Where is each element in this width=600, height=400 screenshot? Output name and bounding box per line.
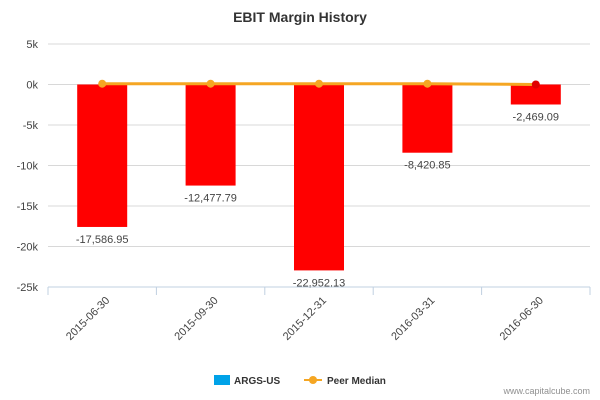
data-labels: -17,586.95 -12,477.79 -22,952.13 -8,420.85 -… [76, 111, 559, 289]
x-axis: 2015-06-30 2015-09-30 2015-12-31 2016-03-31… [47, 286, 591, 343]
y-tick-label: 0k [26, 80, 38, 92]
x-tick-label: 2015-09-30 [172, 295, 220, 343]
y-tick-label: -20k [17, 242, 39, 254]
data-label: -2,469.09 [513, 111, 559, 123]
data-label: -8,420.85 [404, 160, 450, 172]
line-series [98, 79, 540, 89]
legend-label-args-us: ARGS-US [234, 376, 280, 387]
peer-median-point [423, 79, 432, 88]
bar [77, 84, 128, 227]
x-tick-label: 2016-03-31 [389, 295, 437, 343]
bar [402, 84, 453, 153]
bar [185, 84, 236, 186]
data-label: -22,952.13 [293, 277, 346, 289]
y-tick-label: -25k [17, 282, 39, 294]
y-tick-label: -15k [17, 201, 39, 213]
legend: ARGS-US Peer Median [214, 375, 386, 387]
x-tick-label: 2015-06-30 [64, 295, 112, 343]
legend-swatch-args-us [214, 375, 230, 385]
bar [294, 84, 344, 271]
peer-median-point [206, 79, 215, 88]
bar [510, 84, 561, 105]
data-label: -12,477.79 [184, 193, 237, 205]
y-tick-label: -10k [17, 161, 39, 173]
x-tick-label: 2015-12-31 [281, 295, 329, 343]
y-tick-label: -5k [23, 120, 39, 132]
data-label: -17,586.95 [76, 234, 129, 246]
legend-label-peer-median: Peer Median [327, 376, 386, 387]
peer-median-point [315, 79, 323, 88]
chart-title: EBIT Margin History [233, 9, 367, 25]
x-tick-label: 2016-06-30 [498, 295, 546, 343]
y-tick-label: 5k [26, 39, 38, 51]
legend-marker-peer-median [309, 376, 317, 384]
bar-series [77, 84, 561, 271]
peer-median-point [98, 79, 107, 88]
peer-median-point [531, 80, 540, 89]
y-axis: 5k 0k -5k -10k -15k -20k -25k [17, 39, 39, 294]
credit-text: www.capitalcube.com [502, 386, 590, 396]
